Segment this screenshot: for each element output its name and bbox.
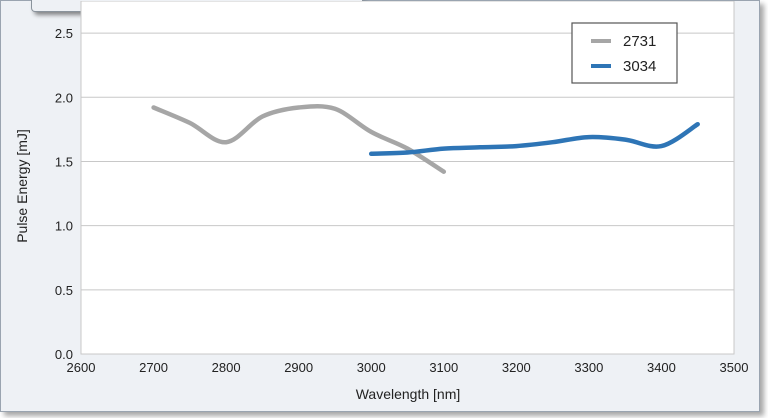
x-tick-label: 3200 (502, 360, 531, 375)
legend: 2731 3034 (571, 22, 678, 84)
x-tick-label: 3400 (647, 360, 676, 375)
y-tick-label: 2.5 (55, 26, 73, 41)
legend-label: 3034 (623, 58, 656, 75)
y-axis-title: Pulse Energy [mJ] (14, 129, 30, 243)
legend-label: 2731 (623, 33, 656, 50)
x-axis-title: Wavelength [nm] (356, 386, 461, 402)
legend-box (571, 22, 678, 84)
x-tick-label: 3300 (574, 360, 603, 375)
x-tick-label: 3500 (720, 360, 749, 375)
chart-frame: 0.0 0.5 1.0 1.5 2.0 2.5 2600 2700 2800 2900 3000 31… (0, 0, 760, 412)
y-tick-label: 1.5 (55, 154, 73, 169)
y-tick-label: 0.5 (55, 283, 73, 298)
y-tick-label: 0.0 (55, 347, 73, 362)
chart: 0.0 0.5 1.0 1.5 2.0 2.5 2600 2700 2800 2900 3000 31… (14, 1, 749, 402)
series-lines (151, 103, 700, 174)
tick-labels: 0.0 0.5 1.0 1.5 2.0 2.5 2600 2700 2800 2900 3000 31… (55, 26, 749, 375)
x-tick-label: 3100 (429, 360, 458, 375)
series-line-2731 (151, 103, 447, 174)
series-line-3034 (368, 121, 700, 157)
y-tick-label: 2.0 (55, 90, 73, 105)
x-tick-label: 2700 (139, 360, 168, 375)
x-tick-label: 2600 (67, 360, 96, 375)
x-tick-label: 2800 (212, 360, 241, 375)
x-tick-label: 2900 (284, 360, 313, 375)
x-tick-label: 3000 (357, 360, 386, 375)
y-tick-label: 1.0 (55, 219, 73, 234)
